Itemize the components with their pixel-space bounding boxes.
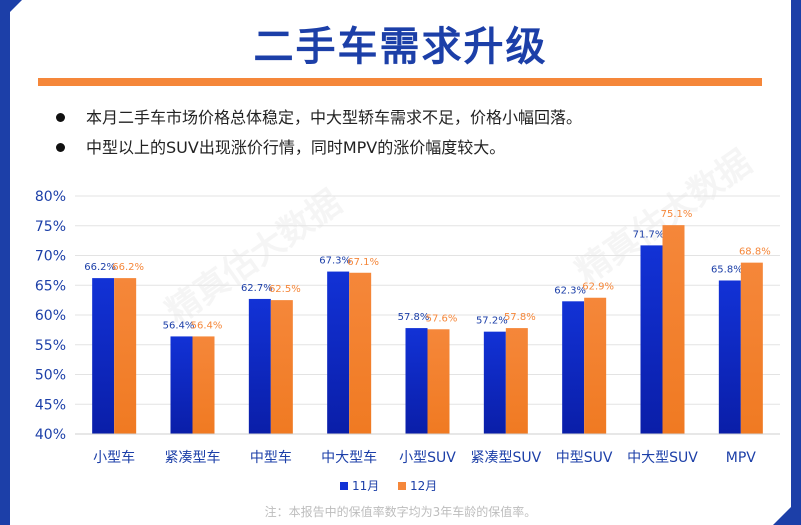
- bar-series-1: [92, 278, 115, 434]
- bullet-item: 中型以上的SUV出现涨价行情，同时MPV的涨价幅度较大。: [52, 133, 582, 163]
- frame-right-bar: [791, 0, 801, 525]
- bar-series-1: [327, 271, 350, 434]
- corner-decoration-top-left: [0, 0, 22, 22]
- data-label: 56.4%: [163, 320, 195, 331]
- data-label: 66.2%: [112, 262, 144, 273]
- bar-series-1: [248, 298, 271, 434]
- y-tick-label: 55%: [35, 338, 66, 354]
- data-label: 62.9%: [582, 282, 614, 293]
- bar-series-2: [740, 262, 763, 434]
- data-label: 57.8%: [398, 312, 430, 323]
- data-label: 62.7%: [241, 283, 273, 294]
- x-tick-label: 紧凑型SUV: [470, 449, 541, 466]
- y-tick-label: 70%: [35, 249, 66, 265]
- bar-series-2: [192, 336, 215, 434]
- legend-swatch: [398, 482, 406, 490]
- data-label: 67.1%: [347, 257, 379, 268]
- y-tick-label: 40%: [35, 427, 66, 443]
- bar-series-2: [427, 329, 450, 434]
- data-label: 62.5%: [269, 284, 301, 295]
- corner-decoration-bottom-right: [773, 497, 801, 525]
- data-label: 68.8%: [739, 247, 771, 258]
- footnote: 注：本报告中的保值率数字均为3年车龄的保值率。: [264, 505, 537, 519]
- bar-series-1: [405, 328, 428, 434]
- y-tick-label: 60%: [35, 308, 66, 324]
- frame-left-bar: [0, 0, 10, 525]
- y-tick-label: 75%: [35, 219, 66, 235]
- bar-series-2: [349, 272, 372, 434]
- bar-series-2: [114, 278, 137, 434]
- legend-label: 11月: [352, 479, 379, 493]
- bullet-dot-icon: [56, 143, 65, 152]
- legend-label: 12月: [410, 479, 437, 493]
- data-label: 71.7%: [633, 229, 665, 240]
- bar-series-1: [562, 301, 585, 434]
- x-tick-label: 中大型SUV: [627, 450, 698, 466]
- data-label: 66.2%: [84, 262, 116, 273]
- x-tick-label: 紧凑型车: [165, 449, 221, 466]
- bullet-text: 本月二手车市场价格总体稳定，中大型轿车需求不足，价格小幅回落。: [86, 108, 583, 127]
- data-label: 62.3%: [554, 285, 586, 296]
- data-label: 57.2%: [476, 316, 508, 327]
- title-underline: [38, 78, 762, 86]
- bullet-item: 本月二手车市场价格总体稳定，中大型轿车需求不足，价格小幅回落。: [52, 103, 582, 133]
- data-label: 65.8%: [711, 264, 743, 275]
- x-tick-label: 中型SUV: [556, 450, 613, 466]
- bullet-list: 本月二手车市场价格总体稳定，中大型轿车需求不足，价格小幅回落。 中型以上的SUV…: [52, 103, 582, 163]
- bar-series-1: [170, 336, 193, 434]
- x-tick-label: 小型SUV: [399, 450, 456, 466]
- bar-series-1: [718, 280, 741, 434]
- data-label: 57.8%: [504, 312, 536, 323]
- bar-series-1: [640, 245, 663, 434]
- y-tick-label: 45%: [35, 397, 66, 413]
- data-label: 56.4%: [191, 320, 223, 331]
- bar-series-1: [483, 331, 506, 434]
- x-tick-label: 中大型车: [321, 449, 377, 466]
- y-tick-label: 50%: [35, 368, 66, 384]
- bar-series-2: [584, 297, 607, 434]
- data-label: 57.6%: [426, 313, 458, 324]
- legend-swatch: [340, 482, 348, 490]
- y-tick-label: 65%: [35, 278, 66, 294]
- bar-series-2: [505, 328, 528, 434]
- x-tick-label: 小型车: [93, 449, 135, 466]
- bar-series-2: [662, 225, 685, 434]
- bullet-text: 中型以上的SUV出现涨价行情，同时MPV的涨价幅度较大。: [86, 138, 506, 157]
- y-tick-label: 80%: [35, 189, 66, 205]
- x-tick-label: MPV: [726, 450, 757, 466]
- page-title: 二手车需求升级: [253, 24, 548, 70]
- data-label: 67.3%: [319, 256, 351, 267]
- bar-series-2: [270, 300, 293, 434]
- bullet-dot-icon: [56, 113, 65, 122]
- x-tick-label: 中型车: [250, 449, 292, 466]
- data-label: 75.1%: [661, 209, 693, 220]
